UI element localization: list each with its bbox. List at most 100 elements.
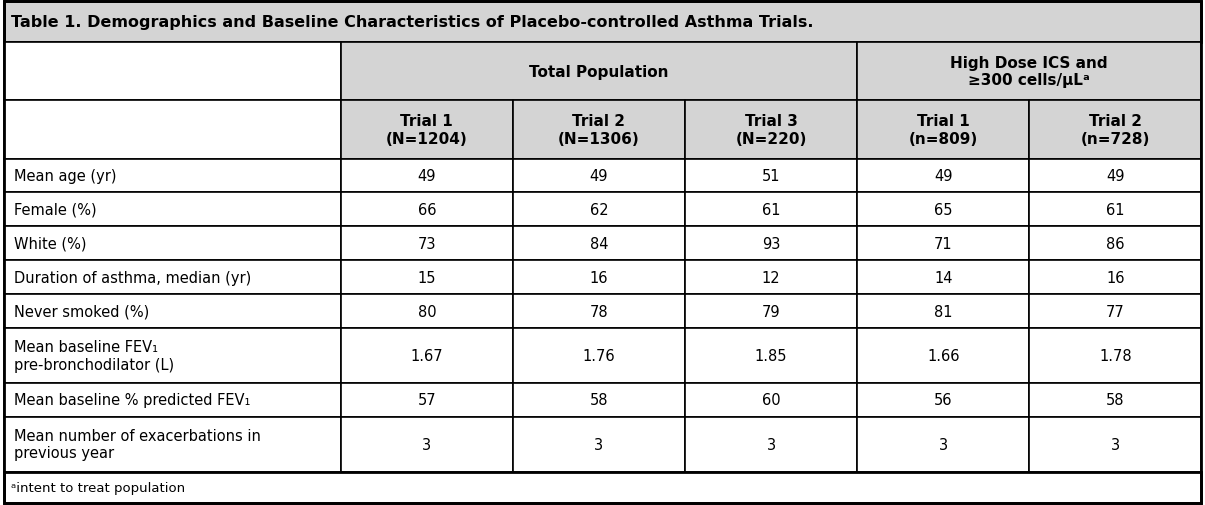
Bar: [857, 193, 1029, 227]
Text: 49: 49: [589, 169, 609, 184]
Bar: [857, 159, 1029, 193]
Text: Mean age (yr): Mean age (yr): [14, 169, 117, 184]
Text: 12: 12: [762, 270, 781, 285]
Text: 73: 73: [418, 236, 436, 251]
Text: 65: 65: [934, 203, 952, 218]
Bar: [341, 193, 513, 227]
Text: 14: 14: [934, 270, 952, 285]
Text: Total Population: Total Population: [529, 65, 669, 79]
Text: 81: 81: [934, 304, 952, 319]
Bar: [4, 261, 341, 295]
Text: 3: 3: [766, 437, 776, 452]
Text: Trial 1
(N=1204): Trial 1 (N=1204): [386, 114, 468, 146]
Text: 16: 16: [589, 270, 609, 285]
Text: 3: 3: [939, 437, 948, 452]
Bar: [857, 261, 1029, 295]
Bar: [684, 383, 857, 417]
Text: 3: 3: [422, 437, 431, 452]
Bar: [4, 472, 1201, 503]
Bar: [857, 43, 1201, 101]
Bar: [513, 227, 684, 261]
Text: 86: 86: [1106, 236, 1124, 251]
Bar: [513, 193, 684, 227]
Text: 60: 60: [762, 392, 781, 408]
Bar: [341, 261, 513, 295]
Text: 3: 3: [594, 437, 604, 452]
Text: 56: 56: [934, 392, 952, 408]
Text: ᵃintent to treat population: ᵃintent to treat population: [11, 481, 186, 494]
Bar: [513, 383, 684, 417]
Bar: [684, 227, 857, 261]
Bar: [4, 101, 341, 159]
Bar: [513, 417, 684, 472]
Bar: [684, 417, 857, 472]
Bar: [341, 383, 513, 417]
Bar: [857, 227, 1029, 261]
Text: 57: 57: [418, 392, 436, 408]
Bar: [341, 43, 857, 101]
Bar: [4, 159, 341, 193]
Text: 16: 16: [1106, 270, 1124, 285]
Bar: [341, 417, 513, 472]
Bar: [513, 261, 684, 295]
Text: 1.85: 1.85: [754, 348, 787, 364]
Text: 80: 80: [418, 304, 436, 319]
Text: 84: 84: [589, 236, 609, 251]
Bar: [4, 329, 341, 383]
Text: Trial 1
(n=809): Trial 1 (n=809): [909, 114, 977, 146]
Text: Trial 2
(N=1306): Trial 2 (N=1306): [558, 114, 640, 146]
Text: 3: 3: [1111, 437, 1119, 452]
Bar: [1029, 159, 1201, 193]
Bar: [1029, 329, 1201, 383]
Bar: [4, 295, 341, 329]
Bar: [4, 43, 341, 101]
Text: Mean baseline FEV₁
pre-bronchodilator (L): Mean baseline FEV₁ pre-bronchodilator (L…: [14, 340, 175, 372]
Text: 58: 58: [1106, 392, 1124, 408]
Bar: [1029, 417, 1201, 472]
Bar: [1029, 101, 1201, 159]
Text: 1.76: 1.76: [583, 348, 616, 364]
Text: Mean number of exacerbations in
previous year: Mean number of exacerbations in previous…: [14, 428, 261, 461]
Bar: [684, 295, 857, 329]
Bar: [1029, 295, 1201, 329]
Bar: [341, 159, 513, 193]
Text: Trial 3
(N=220): Trial 3 (N=220): [735, 114, 807, 146]
Text: 49: 49: [934, 169, 952, 184]
Bar: [1029, 193, 1201, 227]
Bar: [1029, 227, 1201, 261]
Text: Mean baseline % predicted FEV₁: Mean baseline % predicted FEV₁: [14, 392, 251, 408]
Bar: [857, 295, 1029, 329]
Bar: [684, 193, 857, 227]
Bar: [513, 329, 684, 383]
Text: 71: 71: [934, 236, 952, 251]
Bar: [341, 227, 513, 261]
Text: 62: 62: [589, 203, 609, 218]
Bar: [857, 329, 1029, 383]
Bar: [341, 101, 513, 159]
Text: 77: 77: [1106, 304, 1124, 319]
Text: Female (%): Female (%): [14, 203, 98, 218]
Text: 1.66: 1.66: [927, 348, 959, 364]
Bar: [513, 159, 684, 193]
Text: 66: 66: [418, 203, 436, 218]
Text: Never smoked (%): Never smoked (%): [14, 304, 149, 319]
Text: 49: 49: [418, 169, 436, 184]
Bar: [4, 417, 341, 472]
Text: Table 1. Demographics and Baseline Characteristics of Placebo-controlled Asthma : Table 1. Demographics and Baseline Chara…: [11, 15, 813, 30]
Bar: [4, 2, 1201, 43]
Text: 15: 15: [418, 270, 436, 285]
Text: 51: 51: [762, 169, 781, 184]
Text: White (%): White (%): [14, 236, 87, 251]
Bar: [4, 227, 341, 261]
Bar: [4, 193, 341, 227]
Bar: [513, 295, 684, 329]
Text: Duration of asthma, median (yr): Duration of asthma, median (yr): [14, 270, 252, 285]
Text: 1.78: 1.78: [1099, 348, 1131, 364]
Text: 61: 61: [1106, 203, 1124, 218]
Bar: [857, 101, 1029, 159]
Text: 79: 79: [762, 304, 781, 319]
Text: 78: 78: [589, 304, 609, 319]
Bar: [684, 329, 857, 383]
Bar: [341, 295, 513, 329]
Bar: [684, 101, 857, 159]
